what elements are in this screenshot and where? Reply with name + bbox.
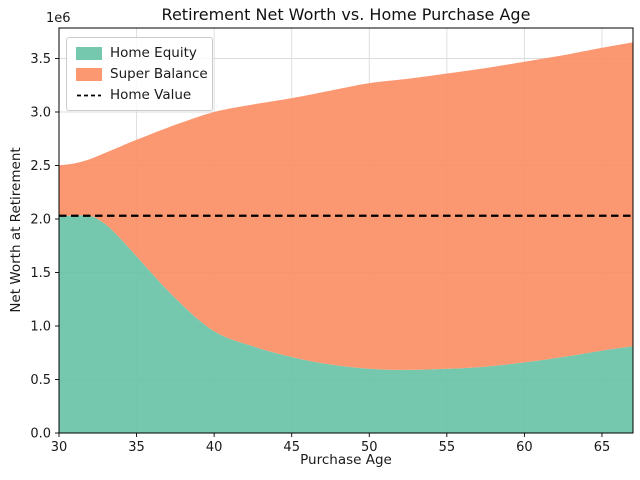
legend-label: Home Equity — [110, 45, 197, 61]
tick-marks — [55, 58, 603, 437]
x-tick-label: 35 — [128, 440, 145, 455]
legend-item-home-value: Home Value — [76, 87, 202, 103]
y-tick-label: 1.0 — [30, 319, 51, 334]
x-tick-label: 65 — [594, 440, 611, 455]
home-equity-area — [59, 215, 633, 433]
legend: Home Equity Super Balance Home Value — [66, 37, 213, 111]
x-axis-label: Purchase Age — [300, 452, 392, 468]
home-equity-swatch-icon — [76, 46, 102, 60]
home-value-dash-icon — [77, 94, 101, 96]
y-tick-label: 1.5 — [30, 266, 51, 281]
y-tick-label: 3.5 — [30, 52, 51, 67]
y-tick-label: 3.0 — [30, 105, 51, 120]
y-axis-offset-label: 1e6 — [46, 11, 71, 26]
legend-label: Home Value — [110, 87, 192, 103]
x-tick-label: 55 — [439, 440, 456, 455]
x-tick-label: 40 — [206, 440, 223, 455]
legend-item-super-balance: Super Balance — [76, 66, 208, 82]
x-tick-label: 50 — [361, 440, 378, 455]
x-tick-label: 60 — [516, 440, 533, 455]
x-tick-label: 45 — [283, 440, 300, 455]
legend-item-home-equity: Home Equity — [76, 45, 202, 61]
super-balance-area — [59, 42, 633, 370]
y-tick-label: 2.0 — [30, 212, 51, 227]
y-tick-label: 0.0 — [30, 427, 51, 442]
legend-label: Super Balance — [110, 66, 208, 82]
y-tick-label: 2.5 — [30, 159, 51, 174]
x-tick-labels: 30 35 40 45 50 55 60 65 — [51, 440, 611, 455]
x-tick-label: 30 — [51, 440, 68, 455]
y-tick-labels: 0.0 0.5 1.0 1.5 2.0 2.5 3.0 3.5 — [30, 52, 51, 442]
chart-title: Retirement Net Worth vs. Home Purchase A… — [161, 5, 531, 24]
super-balance-swatch-icon — [76, 67, 102, 81]
y-tick-label: 0.5 — [30, 373, 51, 388]
axes-frame — [58, 27, 634, 434]
